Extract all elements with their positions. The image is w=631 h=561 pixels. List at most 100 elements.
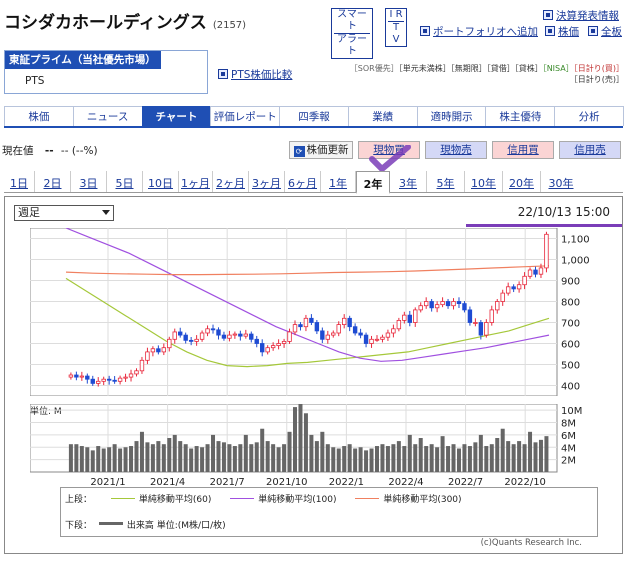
tab-shikiho[interactable]: 四季報: [279, 106, 349, 126]
candle-body: [309, 317, 314, 323]
price-chart: 400 500 600 700 800 900 1,000 1,100: [30, 228, 590, 396]
candle-body: [505, 286, 511, 294]
volume-bar: [254, 442, 259, 472]
company-title: コシダカホールディングス (2157): [4, 8, 246, 33]
tab-rating-report[interactable]: 評価レポート: [210, 106, 281, 126]
candle-body: [172, 331, 177, 340]
period-3y[interactable]: 3年: [390, 171, 427, 192]
tab-stock-price[interactable]: 株価: [4, 106, 74, 126]
market-option-prime[interactable]: 東証プライム（当社優先市場）: [5, 51, 161, 69]
volume-bar: [150, 444, 155, 472]
tab-news[interactable]: ニュース: [72, 106, 143, 126]
ir-tv-button[interactable]: I R T V: [385, 8, 407, 47]
volume-bar: [484, 446, 489, 472]
legend-ma300: 単純移動平均(300): [383, 495, 462, 505]
volume-bar: [107, 447, 112, 472]
volume-bar: [446, 446, 451, 472]
candle-body: [500, 292, 505, 302]
candle-body: [440, 301, 445, 306]
add-portfolio-text[interactable]: ポートフォリオへ追加: [433, 26, 538, 38]
candle-body: [538, 267, 544, 275]
volume-bar: [68, 444, 73, 472]
pts-compare-text[interactable]: PTS株価比較: [231, 69, 293, 81]
ma300-line-swatch: [355, 498, 380, 499]
period-3m[interactable]: 3ヶ月: [249, 171, 285, 192]
tab-disclosure[interactable]: 適時開示: [416, 106, 487, 126]
tag-unlimited: ［無期限］: [450, 64, 487, 73]
candle-body: [467, 309, 473, 323]
volume-bar: [320, 431, 325, 472]
volume-bar: [189, 448, 194, 472]
candle-body: [336, 324, 341, 334]
volume-bar: [538, 439, 543, 472]
volume-bar: [243, 434, 248, 472]
all-board-link[interactable]: 全板: [588, 24, 622, 39]
period-30y[interactable]: 30年: [548, 177, 574, 190]
volume-bar: [347, 444, 352, 472]
tab-chart[interactable]: チャート: [141, 106, 212, 126]
add-portfolio-link[interactable]: ポートフォリオへ追加: [420, 24, 538, 39]
candle-body: [254, 338, 259, 344]
candle-body: [260, 343, 265, 353]
volume-bar: [265, 441, 270, 472]
main-tabs: 株価 ニュース チャート 評価レポート 四季報 業績 適時開示 株主優待 分析: [4, 106, 625, 128]
spot-sell-button[interactable]: 現物売: [425, 141, 487, 159]
volume-bar: [544, 436, 549, 472]
tab-performance[interactable]: 業績: [347, 106, 418, 126]
refresh-icon: ⟳: [293, 146, 305, 157]
smart-alert-button[interactable]: スマート アラート: [331, 8, 373, 59]
volume-bar: [467, 446, 472, 472]
candle-body: [270, 345, 276, 349]
period-5y[interactable]: 5年: [427, 171, 465, 192]
candle-body: [462, 303, 467, 311]
pts-compare-link[interactable]: PTS株価比較: [218, 67, 292, 82]
period-20y[interactable]: 20年: [503, 171, 541, 192]
stock-price-link[interactable]: 株価: [545, 24, 579, 39]
chart-interval-select[interactable]: 週足: [14, 205, 114, 221]
margin-sell-button[interactable]: 信用売: [559, 141, 621, 159]
period-2d[interactable]: 2日: [35, 171, 71, 192]
volume-bar: [139, 431, 144, 472]
volume-bar: [407, 434, 412, 472]
ma60-line-swatch: [110, 498, 135, 499]
volume-bar: [511, 444, 516, 472]
volume-tick-label: 6M: [561, 431, 576, 442]
volume-bar: [145, 442, 150, 472]
tab-shareholder-benefits[interactable]: 株主優待: [485, 106, 556, 126]
candle-body: [194, 338, 199, 342]
margin-buy-button[interactable]: 信用買: [492, 141, 554, 159]
volume-bar: [517, 441, 522, 472]
stock-price-text[interactable]: 株価: [558, 26, 579, 38]
refresh-price-button[interactable]: ⟳ 株価更新: [289, 141, 353, 159]
period-3d[interactable]: 3日: [71, 171, 107, 192]
earnings-info-link[interactable]: 決算発表情報: [543, 8, 619, 23]
chart-frame: [4, 196, 623, 554]
period-1y[interactable]: 1年: [321, 171, 356, 192]
smart-alert-line1: スマート: [337, 9, 367, 32]
volume-bar: [156, 441, 161, 472]
period-2m[interactable]: 2ヶ月: [213, 171, 249, 192]
volume-bar: [533, 442, 538, 472]
tab-analysis[interactable]: 分析: [554, 106, 625, 126]
earnings-info-text[interactable]: 決算発表情報: [556, 10, 619, 22]
candle-body: [150, 348, 156, 353]
all-board-text[interactable]: 全板: [601, 26, 622, 38]
volume-bar: [391, 444, 396, 472]
volume-bar: [178, 441, 183, 472]
period-1d[interactable]: 1日: [4, 171, 35, 192]
period-6m[interactable]: 6ヶ月: [285, 171, 321, 192]
price-tick-label: 400: [561, 382, 580, 393]
candle-body: [363, 334, 369, 344]
period-2y[interactable]: 2年: [356, 171, 390, 194]
period-5d[interactable]: 5日: [107, 171, 143, 192]
candle-body: [484, 322, 489, 336]
price-icon: [545, 26, 555, 36]
volume-bar: [364, 450, 369, 472]
period-10d[interactable]: 10日: [143, 171, 179, 192]
market-option-pts[interactable]: PTS: [25, 75, 45, 87]
candle-body: [216, 329, 221, 336]
volume-bar: [413, 444, 418, 472]
period-1m[interactable]: 1ヶ月: [179, 171, 213, 192]
period-10y[interactable]: 10年: [465, 171, 503, 192]
candle-body: [221, 334, 227, 339]
